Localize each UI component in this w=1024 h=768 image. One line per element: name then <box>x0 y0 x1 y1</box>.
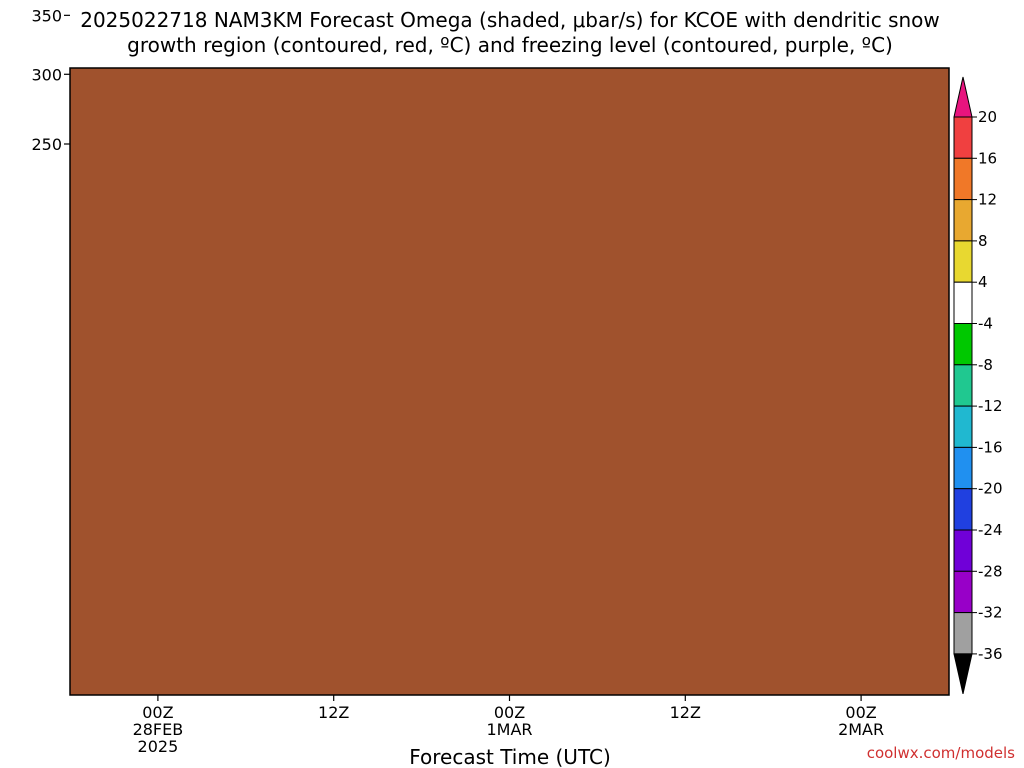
x-tick-label-6-1: 28FEB <box>133 720 184 739</box>
colorbar-label-3: 8 <box>978 232 988 250</box>
colorbar-label-10: -24 <box>978 521 1003 539</box>
colorbar-box-10 <box>953 529 973 572</box>
chart-title-line1: 2025022718 NAM3KM Forecast Omega (shaded… <box>80 8 940 32</box>
colorbar-box-2 <box>953 199 973 242</box>
colorbar: 20 16 12 8 4 -4 -8 -12 -16 -20 -24 -28 -32 -36 <box>953 76 1003 695</box>
x-axis-label: Forecast Time (UTC) <box>409 745 611 768</box>
colorbar-label-12: -32 <box>978 604 1003 622</box>
colorbar-box-1 <box>953 157 973 201</box>
colorbar-box-8 <box>953 446 973 490</box>
colorbar-label-11: -28 <box>978 562 1003 580</box>
colorbar-label-2: 12 <box>978 191 997 209</box>
x-tick-label-30-0: 00Z <box>494 703 525 722</box>
x-tick-label-30-1: 1MAR <box>486 720 532 739</box>
colorbar-label-8: -16 <box>978 438 1003 456</box>
colorbar-label-0: 20 <box>978 108 997 126</box>
x-tick-label-54-0: 00Z <box>845 703 876 722</box>
colorbar-bottom-arrow <box>953 653 973 695</box>
colorbar-box-3 <box>953 240 973 283</box>
colorbar-box-4 <box>953 281 973 325</box>
colorbar-box-7 <box>953 405 973 448</box>
colorbar-label-13: -36 <box>978 645 1003 663</box>
credit-text: coolwx.com/models <box>867 744 1015 762</box>
x-tick-label-6-2: 2025 <box>138 737 179 756</box>
colorbar-box-0 <box>953 116 973 159</box>
colorbar-label-9: -20 <box>978 480 1003 498</box>
colorbar-box-5 <box>953 323 973 366</box>
x-tick-label-6-0: 00Z <box>142 703 173 722</box>
y-tick-label-250: 250 <box>31 135 62 154</box>
colorbar-box-12 <box>953 612 973 655</box>
x-tick-label-54-1: 2MAR <box>838 720 884 739</box>
y-tick-label-350: 350 <box>31 6 62 25</box>
x-tick-label-18-0: 12Z <box>318 703 349 722</box>
x-tick-label-42-0: 12Z <box>670 703 701 722</box>
colorbar-label-5: -4 <box>978 315 993 333</box>
plot-area: -18-18-18-12-12000 <box>69 67 950 696</box>
colorbar-box-11 <box>953 570 973 614</box>
y-tick-label-300: 300 <box>31 65 62 84</box>
colorbar-box-6 <box>953 364 973 407</box>
colorbar-label-7: -12 <box>978 397 1003 415</box>
colorbar-box-9 <box>953 488 973 531</box>
chart-title-line2: growth region (contoured, red, ºC) and f… <box>127 33 893 57</box>
colorbar-top-arrow <box>953 76 973 118</box>
colorbar-label-4: 4 <box>978 273 988 291</box>
terrain-surface <box>70 68 949 695</box>
colorbar-label-6: -8 <box>978 356 993 374</box>
colorbar-label-1: 16 <box>978 149 997 167</box>
